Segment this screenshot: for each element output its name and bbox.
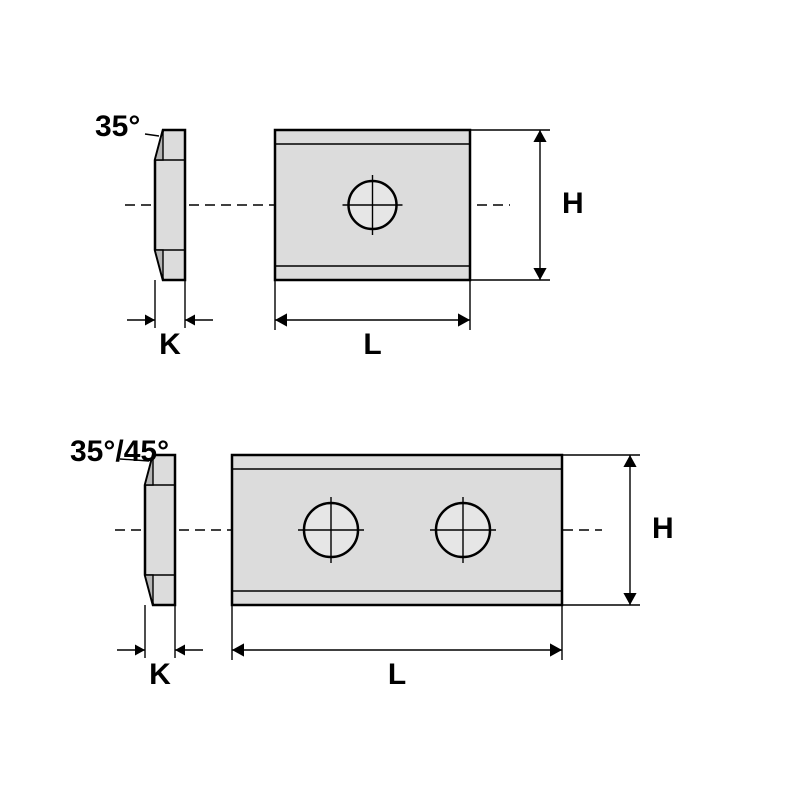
svg-text:L: L xyxy=(388,658,406,691)
insert-single-hole: L H K 35° xyxy=(95,110,584,361)
technical-drawing: L H K 35° L H K 35°/45° xyxy=(0,0,800,800)
svg-text:35°/45°: 35°/45° xyxy=(70,435,169,468)
insert-double-hole: L H K 35°/45° xyxy=(70,435,674,691)
svg-text:35°: 35° xyxy=(95,110,140,143)
svg-text:H: H xyxy=(562,187,584,220)
svg-text:L: L xyxy=(363,328,381,361)
svg-text:K: K xyxy=(149,658,171,691)
svg-text:H: H xyxy=(652,512,674,545)
svg-text:K: K xyxy=(159,328,181,361)
